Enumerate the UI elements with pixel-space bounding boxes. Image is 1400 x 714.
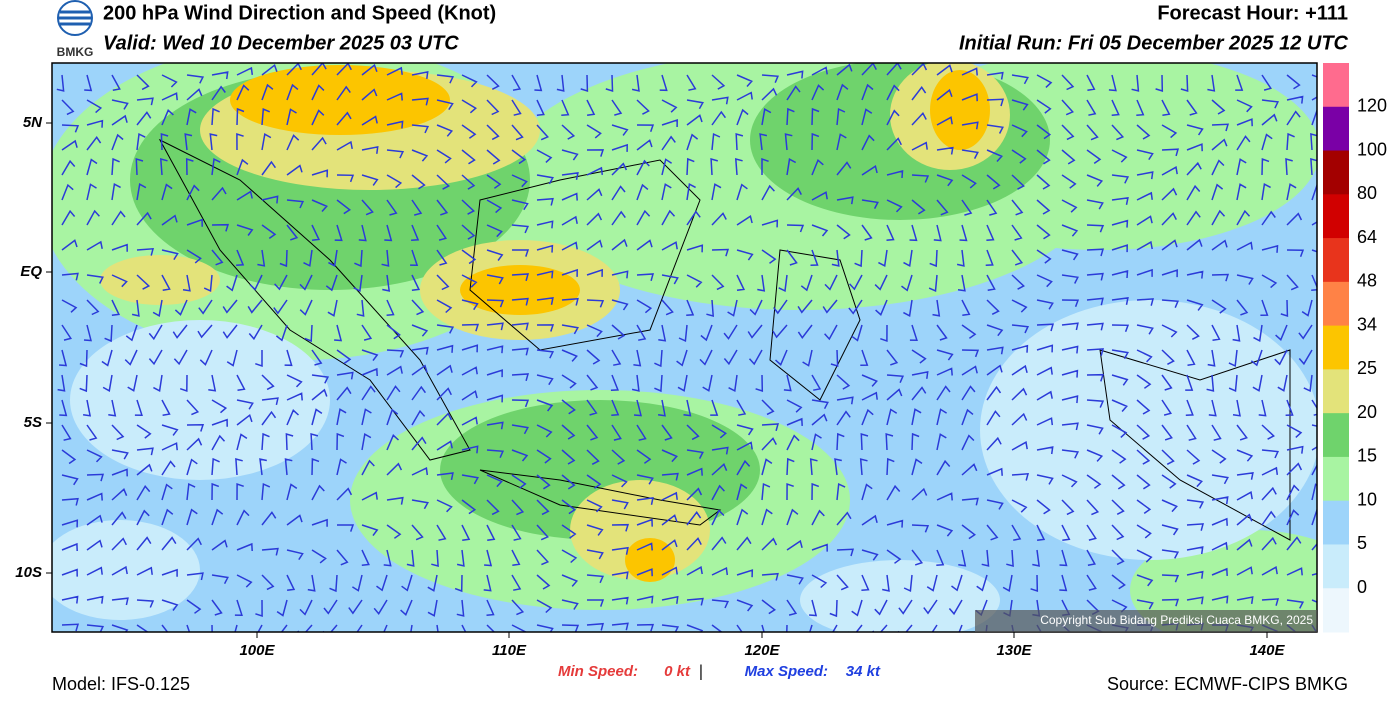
colorbar-label: 20 [1357,402,1377,422]
colorbar-band [1323,281,1349,327]
forecast-hour: Forecast Hour: +111 [1157,2,1348,24]
map [52,63,1317,632]
colorbar-band [1323,500,1349,545]
lon-label: 120E [744,642,780,659]
max-speed: 34 kt [846,663,881,680]
model: Model: IFS-0.125 [52,674,190,694]
min-speed-label: Min Speed: [558,663,638,680]
max-speed-label: Max Speed: [745,663,828,680]
lat-label: EQ [20,263,42,280]
colorbar-label: 120 [1357,96,1387,116]
title: 200 hPa Wind Direction and Speed (Knot) [103,2,496,24]
colorbar-band [1323,456,1349,502]
source: Source: ECMWF-CIPS BMKG [1107,674,1348,694]
colorbar-band [1323,544,1349,589]
colorbar-label: 0 [1357,577,1367,597]
lon-label: 130E [996,642,1032,659]
colorbar-band [1323,238,1349,283]
colorbar-band [1323,63,1349,108]
lon-label: 110E [492,642,527,659]
colorbar: 120 100 80 64 48 34 25 20 15 10 5 0 [1323,63,1387,633]
colorbar-band [1323,150,1349,195]
colorbar-label: 80 [1357,183,1377,203]
initial-run: Initial Run: Fri 05 December 2025 12 UTC [959,32,1349,54]
colorbar-label: 25 [1357,358,1377,378]
lat-label: 10S [15,564,42,581]
colorbar-band [1323,588,1349,633]
lon-label: 100E [239,642,275,659]
colorbar-band [1323,194,1349,239]
separator: | [699,661,703,680]
colorbar-band [1323,106,1349,152]
lon-label: 140E [1249,642,1285,659]
colorbar-label: 5 [1357,533,1367,553]
colorbar-band [1323,369,1349,414]
map-frame [51,62,1318,633]
colorbar-band [1323,413,1349,458]
colorbar-label: 100 [1357,139,1387,159]
colorbar-label: 10 [1357,489,1377,509]
colorbar-label: 48 [1357,271,1377,291]
colorbar-label: 34 [1357,314,1377,334]
min-speed: 0 kt [664,663,691,680]
colorbar-label: 15 [1357,446,1377,466]
logo-text: BMKG [57,45,94,59]
valid-time: Valid: Wed 10 December 2025 03 UTC [103,32,459,54]
lat-label: 5S [24,414,42,431]
colorbar-label: 64 [1357,227,1377,247]
colorbar-band [1323,325,1349,370]
copyright-box [975,610,1317,632]
logo: BMKG [57,0,94,59]
lat-label: 5N [23,114,43,131]
wind-barbs [56,63,1317,632]
copyright: Copyright Sub Bidang Prediksi Cuaca BMKG… [1040,613,1313,627]
